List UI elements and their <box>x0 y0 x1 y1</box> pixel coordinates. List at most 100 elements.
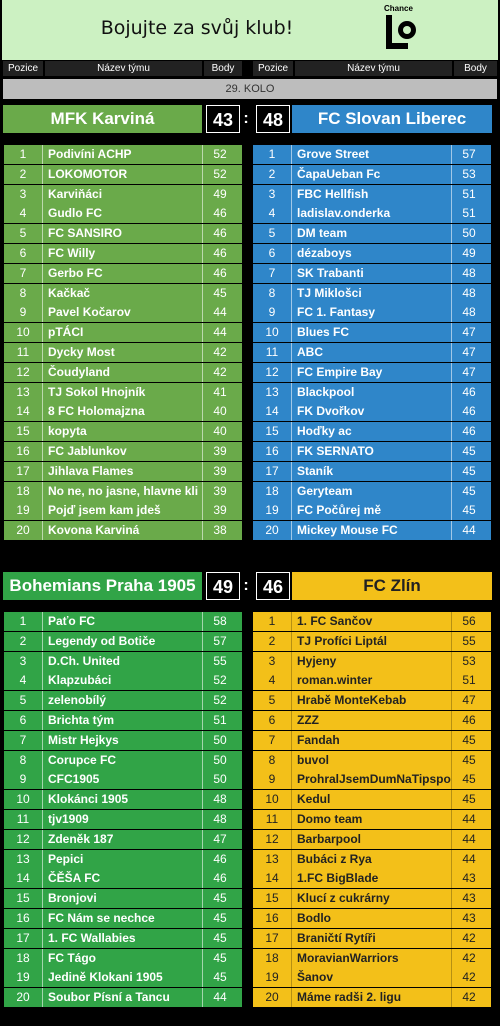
position-cell: 4 <box>268 673 276 688</box>
points-cell: 56 <box>451 612 486 631</box>
points-cell: 45 <box>202 909 237 928</box>
points-cell: 48 <box>451 263 486 283</box>
points-cell: 57 <box>451 145 486 164</box>
points-cell: 47 <box>451 691 486 711</box>
header-name-left: Název týmu <box>45 61 202 76</box>
position-cell: 7 <box>268 265 276 280</box>
team-name-cell: FC Počůrej mě <box>291 501 451 521</box>
points-cell: 53 <box>451 164 486 184</box>
table-row: 3 Karviňáci 49 <box>4 184 242 204</box>
points-cell: 44 <box>202 303 237 323</box>
position-cell: 3 <box>19 653 27 668</box>
team-name-cell: Pojď jsem kam jdeš <box>42 501 202 521</box>
table-row: 13 TJ Sokol Hnojník 41 <box>4 382 242 402</box>
points-cell: 46 <box>202 224 237 244</box>
points-cell: 46 <box>451 711 486 730</box>
table-row: 16 Bodlo 43 <box>253 909 491 928</box>
table-row: 1 1. FC Sančov 56 <box>253 612 491 631</box>
team-name-cell: ZZZ <box>291 711 451 730</box>
points-cell: 42 <box>202 362 237 382</box>
team-name-cell: Grove Street <box>291 145 451 164</box>
team-name-cell: Podivíni ACHP <box>42 145 202 164</box>
position-cell: 14 <box>265 404 279 419</box>
table-row: 20 Soubor Písní a Tancu 44 <box>4 988 242 1008</box>
position-cell: 1 <box>19 614 27 628</box>
table-row: 4 Gudlo FC 46 <box>4 204 242 224</box>
table-row: 14 ČĚŠA FC 46 <box>4 869 242 889</box>
table-row: 14 8 FC Holomajzna 40 <box>4 402 242 422</box>
points-cell: 44 <box>202 323 237 343</box>
position-cell: 12 <box>16 831 30 846</box>
table-row: 15 Bronjovi 45 <box>4 889 242 909</box>
team-name-cell: pTÁCI <box>42 323 202 343</box>
team-name-cell: ČapaUeban Fc <box>291 164 451 184</box>
position-cell: 14 <box>265 871 279 886</box>
position-cell: 15 <box>265 891 279 906</box>
table-row: 14 FK Dvořkov 46 <box>253 402 491 422</box>
position-cell: 1 <box>19 147 27 161</box>
position-cell: 7 <box>19 265 27 280</box>
table-row: 4 Klapzubáci 52 <box>4 671 242 691</box>
round-label: 29. KOLO <box>3 79 497 99</box>
table-row: 11 Dycky Most 42 <box>4 343 242 362</box>
points-cell: 51 <box>202 711 237 730</box>
team-name-cell: Legendy od Botiče <box>42 631 202 651</box>
points-cell: 45 <box>202 968 237 988</box>
points-cell: 42 <box>451 968 486 988</box>
position-cell: 14 <box>16 404 30 419</box>
position-cell: 17 <box>16 930 30 945</box>
points-cell: 43 <box>451 869 486 889</box>
home-team-1: MFK Karviná <box>3 105 202 133</box>
table-row: 2 LOKOMOTOR 52 <box>4 164 242 184</box>
table-row: 1 Podivíni ACHP 52 <box>4 145 242 164</box>
position-cell: 10 <box>16 792 30 807</box>
table-row: 17 Jihlava Flames 39 <box>4 461 242 481</box>
table-row: 18 No ne, no jasne, hlavne kli 39 <box>4 481 242 501</box>
team-name-cell: Barbarpool <box>291 829 451 849</box>
points-cell: 47 <box>451 323 486 343</box>
team-name-cell: Staník <box>291 461 451 481</box>
position-cell: 5 <box>268 226 276 241</box>
table-row: 19 Pojď jsem kam jdeš 39 <box>4 501 242 521</box>
logo-text: Chance <box>384 4 413 13</box>
points-cell: 45 <box>202 889 237 909</box>
table-row: 3 Hyjeny 53 <box>253 651 491 671</box>
table-row: 20 Kovona Karviná 38 <box>4 521 242 541</box>
table-row: 5 Hrabě MonteKebab 47 <box>253 691 491 711</box>
team-name-cell: Domo team <box>291 810 451 829</box>
table-row: 6 FC Willy 46 <box>4 244 242 263</box>
points-cell: 45 <box>451 501 486 521</box>
points-cell: 50 <box>451 224 486 244</box>
top-banner: Bojujte za svůj klub! Chance <box>2 0 498 60</box>
position-cell: 19 <box>16 503 30 518</box>
team-name-cell: TJ Profíci Liptál <box>291 631 451 651</box>
team-name-cell: FC Tágo <box>42 948 202 968</box>
team-name-cell: Jihlava Flames <box>42 461 202 481</box>
points-cell: 45 <box>451 770 486 790</box>
team-name-cell: zelenobílý <box>42 691 202 711</box>
team-name-cell: Corupce FC <box>42 750 202 770</box>
position-cell: 2 <box>268 166 276 181</box>
points-cell: 48 <box>451 283 486 303</box>
points-cell: 40 <box>202 402 237 422</box>
table-row: 10 Klokánci 1905 48 <box>4 790 242 810</box>
away-score-1: 48 <box>256 105 290 133</box>
points-cell: 39 <box>202 442 237 461</box>
points-cell: 44 <box>202 988 237 1008</box>
table-row: 18 MoravianWarriors 42 <box>253 948 491 968</box>
team-name-cell: ProhralJsemDumNaTipspo <box>291 770 451 790</box>
team-name-cell: Dycky Most <box>42 343 202 362</box>
position-cell: 10 <box>265 325 279 340</box>
points-cell: 58 <box>202 612 237 631</box>
away-team-1: FC Slovan Liberec <box>292 105 492 133</box>
points-cell: 45 <box>202 948 237 968</box>
team-name-cell: roman.winter <box>291 671 451 691</box>
table-row: 7 Mistr Hejkys 50 <box>4 730 242 750</box>
points-cell: 47 <box>451 362 486 382</box>
position-cell: 19 <box>16 970 30 985</box>
position-cell: 4 <box>19 206 27 221</box>
table-row: 14 1.FC BigBlade 43 <box>253 869 491 889</box>
table-row: 20 Máme radši 2. ligu 42 <box>253 988 491 1008</box>
points-cell: 52 <box>202 164 237 184</box>
home-team-2: Bohemians Praha 1905 <box>3 572 202 600</box>
